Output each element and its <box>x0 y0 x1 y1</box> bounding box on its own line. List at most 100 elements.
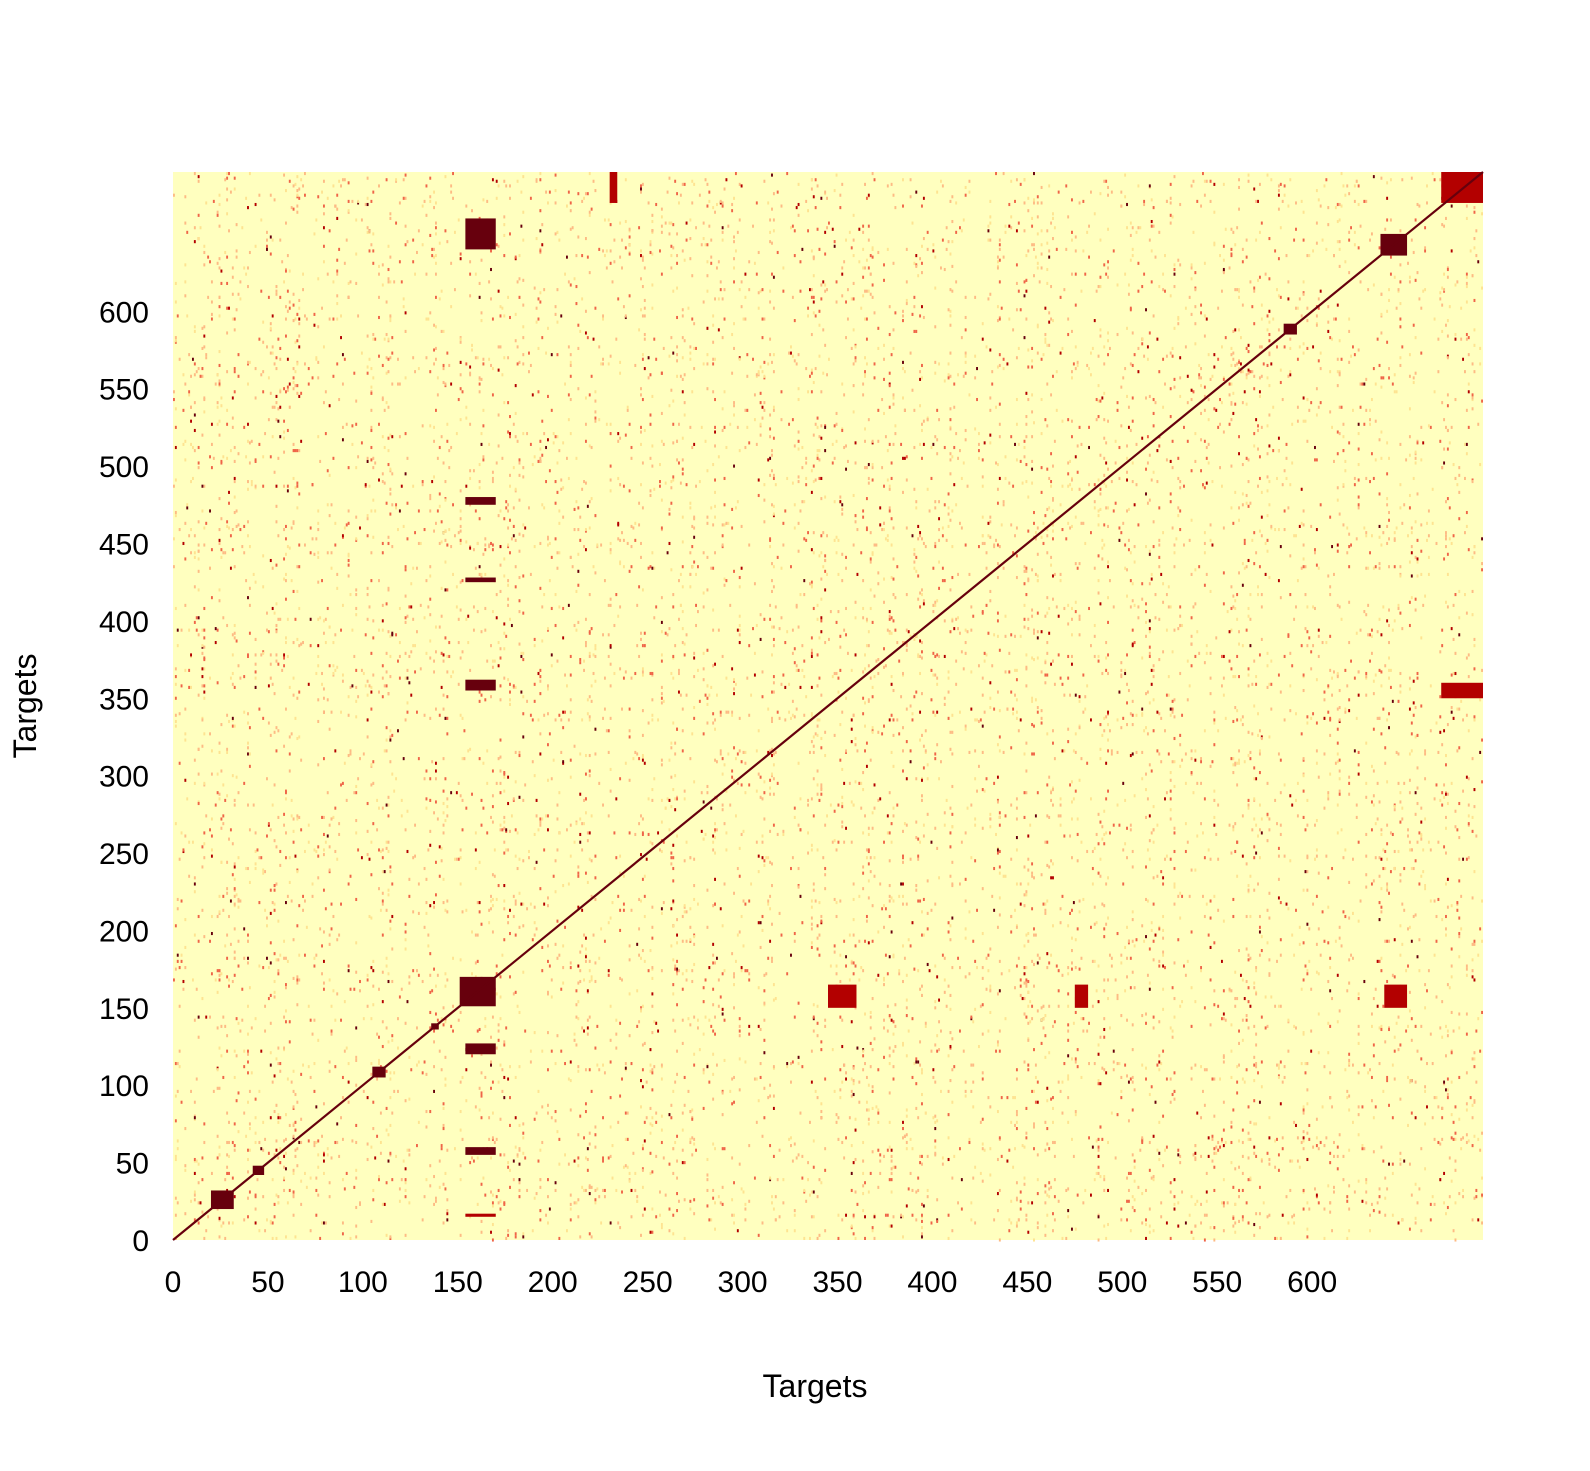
heatmap-cell <box>607 750 610 754</box>
heatmap-cell <box>522 238 525 242</box>
heatmap-cell <box>357 848 360 852</box>
heatmap-cell <box>1207 848 1210 852</box>
heatmap-cell <box>1389 870 1392 874</box>
heatmap-cell <box>220 269 223 273</box>
heatmap-cell <box>266 611 268 615</box>
heatmap-cell <box>1281 1136 1284 1140</box>
heatmap-cell <box>797 213 800 217</box>
heatmap-cell <box>283 450 286 454</box>
heatmap-cell <box>216 969 219 973</box>
heatmap-cell <box>721 238 724 242</box>
heatmap-cell <box>269 733 272 737</box>
heatmap-cell <box>442 367 445 371</box>
heatmap-cell <box>793 939 796 943</box>
heatmap-cell <box>250 1071 253 1075</box>
heatmap-cell <box>267 1151 270 1155</box>
heatmap-cell <box>681 1041 684 1045</box>
heatmap-cell <box>374 1156 377 1160</box>
heatmap-cell <box>254 1140 257 1145</box>
heatmap-cell <box>1241 1077 1244 1081</box>
heatmap-cell <box>514 854 517 858</box>
heatmap-cell <box>679 693 682 697</box>
heatmap-cell <box>442 693 445 697</box>
heatmap-cell <box>459 608 462 612</box>
heatmap-cell <box>1308 1123 1311 1128</box>
heatmap-cell <box>810 843 813 847</box>
heatmap-cell <box>725 789 728 793</box>
heatmap-cell <box>615 1018 618 1022</box>
heatmap-cell <box>1209 899 1212 903</box>
heatmap-cell <box>317 325 320 329</box>
heatmap-cell <box>1164 1148 1166 1152</box>
heatmap-cell <box>226 281 229 285</box>
heatmap-cell <box>1069 693 1072 697</box>
heatmap-cell <box>769 778 772 782</box>
heatmap-cell <box>609 597 612 601</box>
heatmap-cell <box>355 399 358 403</box>
heatmap-cell <box>767 902 770 906</box>
heatmap-cell <box>300 1202 303 1206</box>
heatmap-cell <box>174 300 177 304</box>
heatmap-cell <box>273 198 276 202</box>
heatmap-cell <box>231 548 234 552</box>
heatmap-cell <box>843 781 846 785</box>
heatmap-cell <box>184 439 187 443</box>
heatmap-cell <box>1230 757 1233 761</box>
heatmap-cell <box>641 1147 644 1151</box>
heatmap-cell <box>715 693 718 697</box>
heatmap-cell <box>651 1088 654 1092</box>
heatmap-cell <box>226 975 229 979</box>
heatmap-cell <box>1285 902 1288 906</box>
heatmap-cell <box>201 1156 204 1160</box>
heatmap-cell <box>776 781 779 785</box>
heatmap-cell <box>761 928 764 932</box>
heatmap-cell <box>328 868 331 872</box>
heatmap-cell <box>586 831 589 835</box>
heatmap-cell <box>436 1018 439 1022</box>
heatmap-cell <box>729 1089 732 1093</box>
heatmap-cell <box>1352 1120 1354 1124</box>
heatmap-cell <box>1010 1199 1013 1203</box>
heatmap-cell <box>681 336 684 340</box>
heatmap-cell <box>514 685 517 689</box>
heatmap-cell <box>239 1029 242 1033</box>
heatmap-cell <box>355 685 358 689</box>
heatmap-cell <box>444 384 447 388</box>
heatmap-cell <box>710 1024 713 1028</box>
heatmap-cell <box>266 924 268 928</box>
heatmap-cell <box>833 424 836 428</box>
heatmap-cell <box>296 870 299 874</box>
heatmap-cell <box>499 738 502 742</box>
heatmap-cell <box>569 1060 572 1064</box>
heatmap-cell <box>554 232 557 236</box>
heatmap-cell <box>446 814 449 818</box>
heatmap-cell <box>1391 973 1394 977</box>
heatmap-cell <box>924 729 927 733</box>
heatmap-cell <box>569 966 572 970</box>
heatmap-cell <box>1346 1195 1349 1199</box>
heatmap-cell <box>1067 1096 1070 1100</box>
heatmap-cell <box>490 1063 492 1067</box>
heatmap-cell <box>651 252 654 256</box>
heatmap-cell <box>641 284 644 289</box>
heatmap-cell <box>888 831 891 835</box>
heatmap-cell <box>1462 1188 1465 1193</box>
heatmap-cell <box>763 360 766 364</box>
heatmap-cell <box>459 1128 462 1132</box>
heatmap-cell <box>738 1088 741 1092</box>
heatmap-cell <box>562 966 565 970</box>
heatmap-cell <box>816 769 819 773</box>
heatmap-cell <box>590 684 593 688</box>
heatmap-cell <box>972 1105 975 1109</box>
heatmap-cell <box>233 685 236 689</box>
heatmap-cell <box>1118 690 1121 694</box>
heatmap-cell <box>569 363 572 368</box>
heatmap-cell <box>1014 908 1016 912</box>
heatmap-cell <box>1200 1154 1203 1158</box>
heatmap-cell <box>1097 1171 1100 1175</box>
heatmap-cell <box>712 1052 715 1056</box>
heatmap-cell <box>727 752 730 756</box>
heatmap-cell <box>1262 1201 1265 1205</box>
heatmap-cell <box>1203 914 1206 919</box>
heatmap-cell <box>757 493 760 498</box>
